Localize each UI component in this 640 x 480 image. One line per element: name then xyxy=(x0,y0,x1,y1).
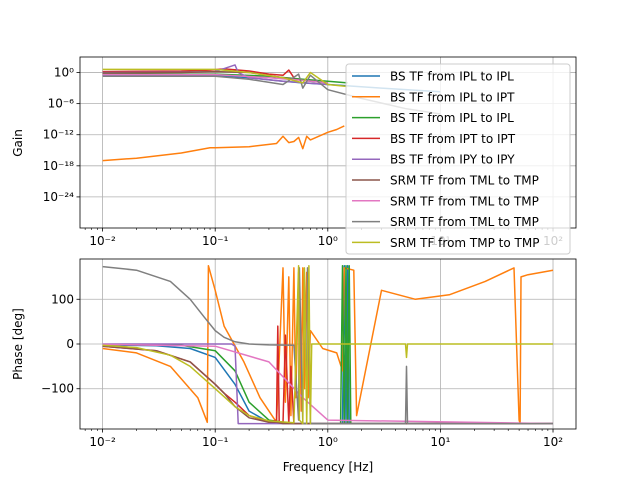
legend-label: SRM TF from TML to TMP xyxy=(390,215,539,229)
phase-y-axis-label: Phase [deg] xyxy=(11,308,25,380)
x-tick-label: 10⁻² xyxy=(89,435,116,449)
y-tick-label: 10⁻²⁴ xyxy=(43,190,74,204)
x-tick-label: 10⁻¹ xyxy=(202,234,229,248)
x-tick-label: 10⁰ xyxy=(318,435,338,449)
legend-label: BS TF from IPT to IPT xyxy=(390,132,516,146)
y-tick-label: 10⁰ xyxy=(54,66,74,80)
legend-label: BS TF from IPL to IPL xyxy=(390,70,514,84)
y-tick-label: 100 xyxy=(51,292,74,306)
y-tick-label: 0 xyxy=(66,337,74,351)
series-line-8 xyxy=(102,264,553,425)
phase-panel: 10⁻² 10⁻¹ 10⁰ 10¹ 10² 100 0 −100 Phase [deg] F… xyxy=(11,258,577,474)
legend-box xyxy=(345,63,571,255)
gain-y-axis-label: Gain xyxy=(11,129,25,157)
phase-series xyxy=(102,264,554,425)
legend-label: BS TF from IPL to IPL xyxy=(390,111,514,125)
y-tick-label: −100 xyxy=(41,382,74,396)
y-tick-label: 10⁻¹² xyxy=(43,128,74,142)
series-line-1 xyxy=(102,125,345,162)
y-tick-label: 10⁻⁶ xyxy=(48,97,75,111)
gain-y-ticks: 10⁰ 10⁻⁶ 10⁻¹² 10⁻¹⁸ 10⁻²⁴ xyxy=(43,66,80,204)
phase-y-ticks: 100 0 −100 xyxy=(41,292,80,396)
x-tick-label: 10⁻² xyxy=(89,234,116,248)
series-line-3 xyxy=(102,68,295,79)
series-line-6 xyxy=(102,73,328,84)
series-line-6 xyxy=(102,343,554,425)
legend-label: BS TF from IPY to IPY xyxy=(390,153,515,167)
legend: BS TF from IPL to IPL BS TF from IPL to I… xyxy=(345,63,571,255)
series-line-5 xyxy=(102,345,553,425)
legend-label: SRM TF from TMP to TMP xyxy=(390,236,539,250)
series-line-8 xyxy=(102,68,348,88)
x-tick-label: 10¹ xyxy=(430,435,450,449)
y-tick-label: 10⁻¹⁸ xyxy=(43,159,74,173)
legend-label: BS TF from IPL to IPT xyxy=(390,90,515,104)
legend-label: SRM TF from TML to TMP xyxy=(390,174,539,188)
x-tick-label: 10² xyxy=(543,435,563,449)
x-tick-label: 10⁻¹ xyxy=(202,435,229,449)
phase-x-axis-label: Frequency [Hz] xyxy=(283,460,374,474)
legend-label: SRM TF from TML to TMP xyxy=(390,194,539,208)
x-tick-label: 10⁰ xyxy=(318,234,338,248)
phase-x-ticks: 10⁻² 10⁻¹ 10⁰ 10¹ 10² xyxy=(84,429,563,449)
